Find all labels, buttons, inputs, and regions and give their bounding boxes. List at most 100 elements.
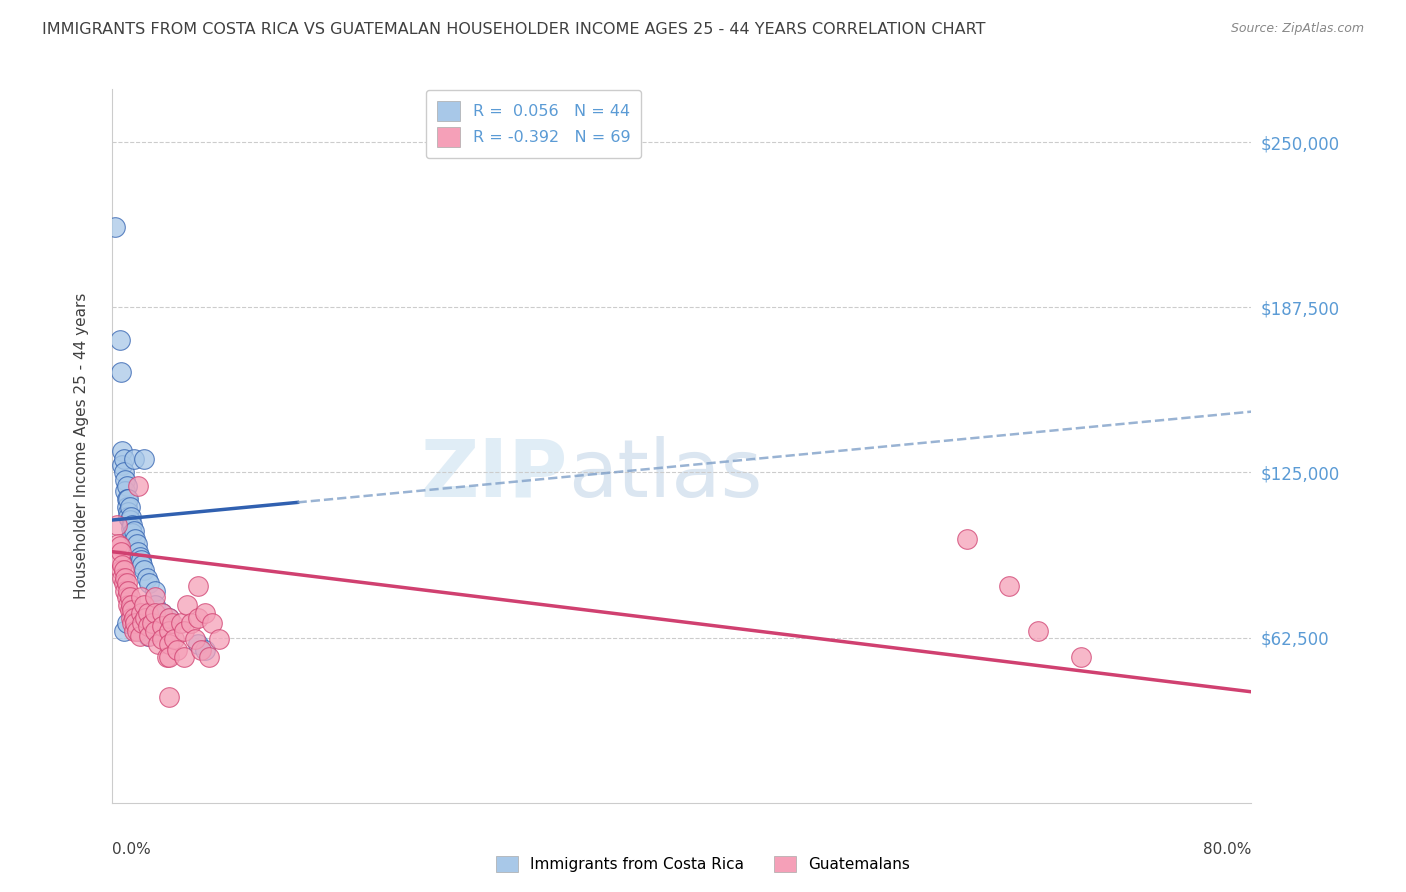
Point — [112, 563, 135, 577]
Point — [127, 616, 149, 631]
Point — [129, 590, 152, 604]
Text: atlas: atlas — [568, 435, 762, 514]
Legend: Immigrants from Costa Rica, Guatemalans: Immigrants from Costa Rica, Guatemalans — [488, 848, 918, 880]
Point — [111, 458, 134, 472]
Point — [111, 571, 134, 585]
Point — [159, 650, 180, 665]
Point — [114, 571, 136, 585]
Point — [127, 545, 149, 559]
Point — [110, 545, 132, 559]
Point — [141, 616, 163, 631]
Point — [129, 552, 152, 566]
Point — [115, 590, 138, 604]
Point — [184, 632, 207, 646]
Point — [122, 611, 145, 625]
Point — [114, 584, 136, 599]
Legend: R =  0.056   N = 44, R = -0.392   N = 69: R = 0.056 N = 44, R = -0.392 N = 69 — [426, 90, 641, 158]
Point — [118, 590, 141, 604]
Point — [131, 616, 153, 631]
Point — [112, 576, 135, 591]
Point — [105, 518, 128, 533]
Point — [115, 478, 138, 492]
Point — [111, 558, 134, 572]
Point — [131, 558, 153, 572]
Point — [117, 584, 139, 599]
Point — [115, 616, 138, 631]
Point — [1069, 650, 1091, 665]
Point — [187, 579, 209, 593]
Point — [120, 598, 142, 612]
Point — [121, 616, 143, 631]
Point — [122, 624, 145, 638]
Point — [159, 611, 180, 625]
Point — [121, 526, 143, 541]
Point — [117, 598, 139, 612]
Point — [128, 549, 150, 564]
Point — [194, 606, 217, 620]
Point — [180, 616, 202, 631]
Point — [173, 624, 195, 638]
Point — [146, 637, 169, 651]
Point — [124, 532, 146, 546]
Point — [159, 624, 180, 638]
Y-axis label: Householder Income Ages 25 - 44 years: Householder Income Ages 25 - 44 years — [75, 293, 89, 599]
Text: 80.0%: 80.0% — [1204, 842, 1251, 857]
Point — [134, 611, 156, 625]
Point — [166, 642, 188, 657]
Point — [111, 444, 134, 458]
Point — [125, 537, 148, 551]
Point — [176, 598, 198, 612]
Point — [187, 611, 209, 625]
Point — [127, 478, 149, 492]
Text: IMMIGRANTS FROM COSTA RICA VS GUATEMALAN HOUSEHOLDER INCOME AGES 25 - 44 YEARS C: IMMIGRANTS FROM COSTA RICA VS GUATEMALAN… — [42, 22, 986, 37]
Point — [120, 611, 142, 625]
Point — [125, 624, 148, 638]
Point — [170, 616, 193, 631]
Point — [138, 576, 160, 591]
Point — [956, 532, 979, 546]
Point — [173, 650, 195, 665]
Point — [128, 629, 150, 643]
Point — [194, 642, 217, 657]
Point — [143, 624, 166, 638]
Point — [136, 618, 159, 632]
Point — [110, 365, 132, 379]
Point — [143, 606, 166, 620]
Point — [104, 219, 127, 234]
Point — [132, 598, 155, 612]
Point — [120, 510, 142, 524]
Point — [118, 603, 141, 617]
Point — [1026, 624, 1049, 638]
Text: 0.0%: 0.0% — [112, 842, 152, 857]
Point — [129, 606, 152, 620]
Point — [201, 616, 224, 631]
Text: ZIP: ZIP — [420, 435, 568, 514]
Point — [159, 611, 180, 625]
Point — [124, 616, 146, 631]
Point — [132, 452, 155, 467]
Point — [159, 690, 180, 704]
Point — [115, 500, 138, 514]
Point — [198, 650, 221, 665]
Point — [107, 537, 129, 551]
Point — [118, 513, 141, 527]
Point — [114, 474, 136, 488]
Point — [143, 590, 166, 604]
Point — [115, 576, 138, 591]
Point — [162, 616, 184, 631]
Point — [190, 642, 212, 657]
Point — [112, 466, 135, 480]
Point — [187, 637, 209, 651]
Point — [150, 606, 173, 620]
Point — [132, 563, 155, 577]
Point — [208, 632, 231, 646]
Point — [117, 505, 139, 519]
Text: Source: ZipAtlas.com: Source: ZipAtlas.com — [1230, 22, 1364, 36]
Point — [120, 521, 142, 535]
Point — [122, 452, 145, 467]
Point — [159, 637, 180, 651]
Point — [118, 500, 141, 514]
Point — [135, 571, 157, 585]
Point — [150, 606, 173, 620]
Point — [143, 584, 166, 599]
